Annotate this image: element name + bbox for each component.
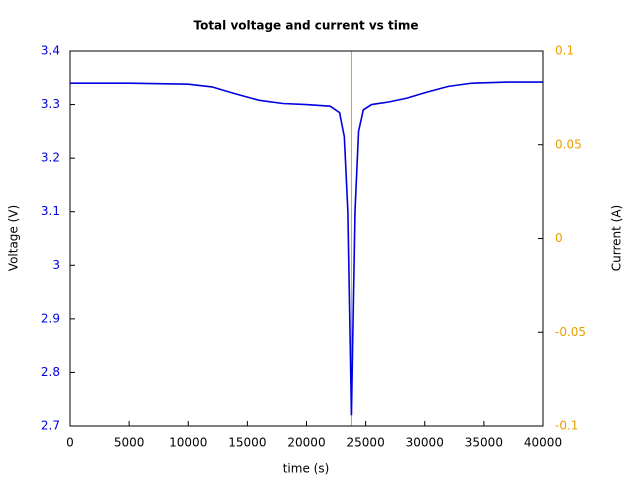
x-tick-label: 40000 [524, 436, 562, 450]
y-axis-label: Voltage (V) [7, 205, 21, 271]
x-tick-label: 5000 [114, 436, 145, 450]
x-tick-label: 15000 [228, 436, 266, 450]
y-tick-label: 2.9 [41, 311, 60, 325]
x-tick-label: 30000 [406, 436, 444, 450]
y2-tick-label: -0.1 [555, 419, 578, 433]
x-axis-label: time (s) [283, 462, 330, 476]
y-tick-label: 3 [52, 258, 60, 272]
y2-tick-label: 0.1 [555, 44, 574, 58]
plot-frame [69, 50, 544, 427]
y-tick-label: 2.7 [41, 419, 60, 433]
y2-tick-label: -0.05 [555, 325, 586, 339]
chart-title: Total voltage and current vs time [193, 19, 418, 33]
series-line [70, 81, 543, 416]
y-tick-label: 3.2 [41, 151, 60, 165]
y-tick-label: 3.1 [41, 204, 60, 218]
y2-tick-label: 0.05 [555, 137, 582, 151]
x-tick-label: 0 [66, 436, 74, 450]
y-tick-label: 2.8 [41, 365, 60, 379]
x-tick-label: 20000 [287, 436, 325, 450]
y-tick-label: 3.3 [41, 97, 60, 111]
x-tick-label: 10000 [169, 436, 207, 450]
x-tick-label: 35000 [465, 436, 503, 450]
y2-axis-label: Current (A) [610, 205, 624, 271]
y2-tick-label: 0 [555, 231, 563, 245]
x-tick-label: 25000 [347, 436, 385, 450]
y-tick-label: 3.4 [41, 44, 60, 58]
